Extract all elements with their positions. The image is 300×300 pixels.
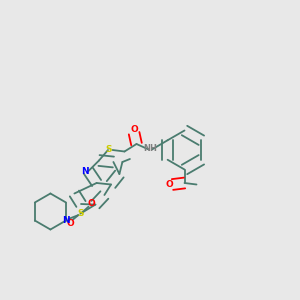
Text: N: N	[81, 167, 89, 176]
Text: N: N	[62, 216, 70, 225]
Text: O: O	[130, 125, 138, 134]
Text: O: O	[88, 199, 95, 208]
Text: S: S	[77, 209, 84, 218]
Text: NH: NH	[143, 144, 157, 153]
Text: O: O	[66, 219, 74, 228]
Text: S: S	[106, 146, 112, 154]
Text: O: O	[165, 180, 173, 189]
